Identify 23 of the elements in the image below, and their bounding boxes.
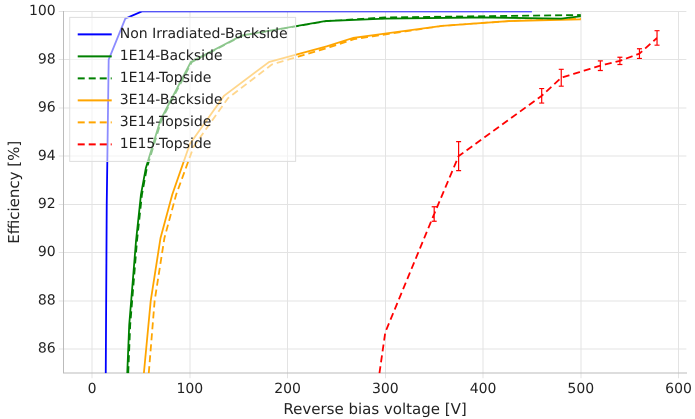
- x-tick-label: 0: [88, 381, 97, 398]
- x-tick-label: 300: [372, 381, 399, 398]
- y-tick-label: 92: [38, 196, 56, 212]
- legend-label: 1E14-Topside: [120, 70, 212, 86]
- y-tick-label: 100: [28, 3, 56, 20]
- legend-label: 3E14-Backside: [120, 92, 223, 108]
- y-tick-label: 98: [38, 51, 56, 68]
- legend-label: 1E15-Topside: [120, 136, 212, 152]
- y-tick-label: 86: [38, 340, 56, 357]
- x-axis-title: Reverse bias voltage [V]: [283, 400, 467, 418]
- legend-label: Non Irradiated-Backside: [120, 26, 288, 42]
- legend-label: 1E14-Backside: [120, 48, 223, 64]
- y-tick-label: 96: [38, 100, 56, 116]
- x-tick-label: 500: [567, 381, 594, 398]
- x-tick-label: 600: [665, 381, 692, 398]
- y-tick-label: 94: [38, 148, 56, 164]
- x-tick-label: 400: [470, 381, 496, 398]
- y-axis-title: Efficiency [%]: [4, 140, 23, 244]
- x-tick-label: 100: [176, 381, 204, 398]
- legend-label: 3E14-Topside: [120, 114, 212, 130]
- y-tick-label: 88: [38, 292, 56, 308]
- x-tick-label: 200: [274, 381, 301, 398]
- y-tick-label: 90: [38, 244, 56, 260]
